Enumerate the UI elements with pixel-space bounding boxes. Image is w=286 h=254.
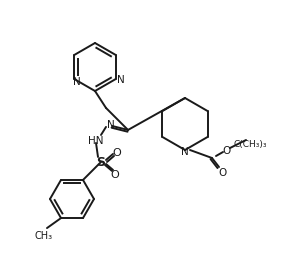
Text: S: S xyxy=(96,156,106,169)
Text: O: O xyxy=(113,147,121,157)
Text: CH₃: CH₃ xyxy=(35,230,53,240)
Text: O: O xyxy=(218,167,226,177)
Text: C(CH₃)₃: C(CH₃)₃ xyxy=(233,139,267,148)
Text: O: O xyxy=(222,146,230,155)
Text: N: N xyxy=(107,119,115,130)
Text: N: N xyxy=(73,77,81,87)
Text: N: N xyxy=(117,75,125,85)
Text: O: O xyxy=(111,169,119,179)
Text: N: N xyxy=(181,146,189,156)
Text: HN: HN xyxy=(88,135,104,145)
